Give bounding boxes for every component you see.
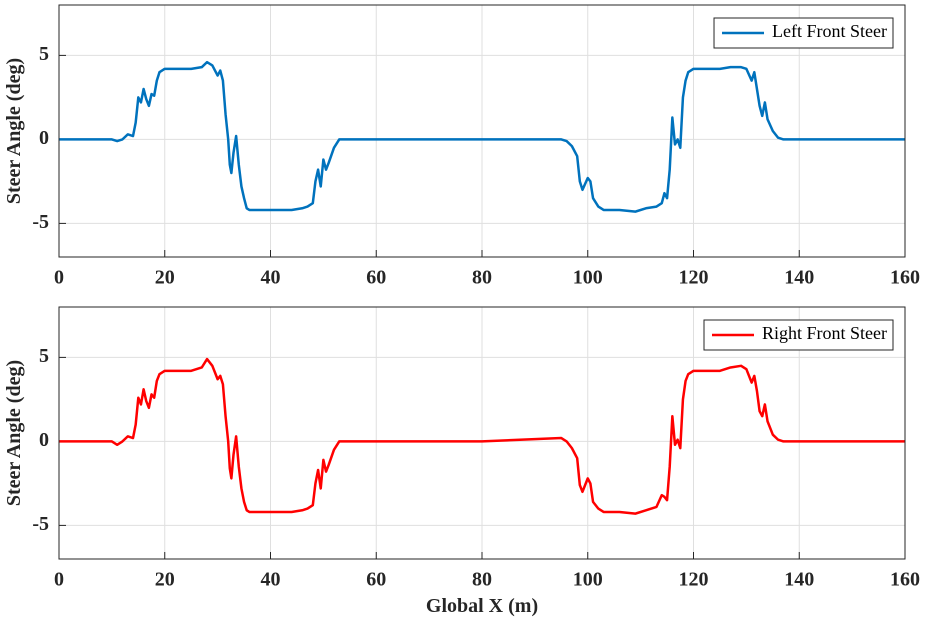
y-tick-label: 5 bbox=[39, 345, 49, 367]
x-tick-label: 120 bbox=[679, 569, 709, 591]
y-tick-label: 0 bbox=[39, 429, 49, 451]
legend-label: Left Front Steer bbox=[772, 21, 887, 41]
x-tick-label: 160 bbox=[890, 267, 920, 289]
axes-box bbox=[58, 306, 906, 560]
axes-box bbox=[58, 4, 906, 258]
x-tick-label: 120 bbox=[679, 267, 709, 289]
legend: Right Front Steer bbox=[703, 319, 894, 351]
legend-label: Right Front Steer bbox=[762, 323, 887, 343]
y-tick-label: 0 bbox=[39, 127, 49, 149]
x-tick-label: 20 bbox=[155, 267, 175, 289]
x-tick-label: 80 bbox=[472, 569, 492, 591]
x-tick-label: 0 bbox=[54, 569, 64, 591]
legend: Left Front Steer bbox=[713, 17, 894, 49]
y-tick-label: 5 bbox=[39, 43, 49, 65]
data-line bbox=[59, 357, 905, 515]
x-axis-label: Global X (m) bbox=[426, 595, 538, 617]
x-tick-label: 100 bbox=[573, 267, 603, 289]
y-tick-label: -5 bbox=[32, 211, 49, 233]
x-tick-label: 100 bbox=[573, 569, 603, 591]
x-tick-label: 40 bbox=[261, 569, 281, 591]
x-tick-label: 20 bbox=[155, 569, 175, 591]
x-tick-label: 40 bbox=[261, 267, 281, 289]
x-tick-label: 160 bbox=[890, 569, 920, 591]
x-tick-label: 60 bbox=[366, 267, 386, 289]
x-tick-label: 80 bbox=[472, 267, 492, 289]
data-line bbox=[59, 60, 905, 213]
x-tick-label: 0 bbox=[54, 267, 64, 289]
x-tick-label: 140 bbox=[784, 569, 814, 591]
x-tick-label: 140 bbox=[784, 267, 814, 289]
y-axis-label: Steer Angle (deg) bbox=[3, 58, 25, 204]
y-tick-label: -5 bbox=[32, 513, 49, 535]
x-tick-label: 60 bbox=[366, 569, 386, 591]
y-axis-label: Steer Angle (deg) bbox=[3, 360, 25, 506]
